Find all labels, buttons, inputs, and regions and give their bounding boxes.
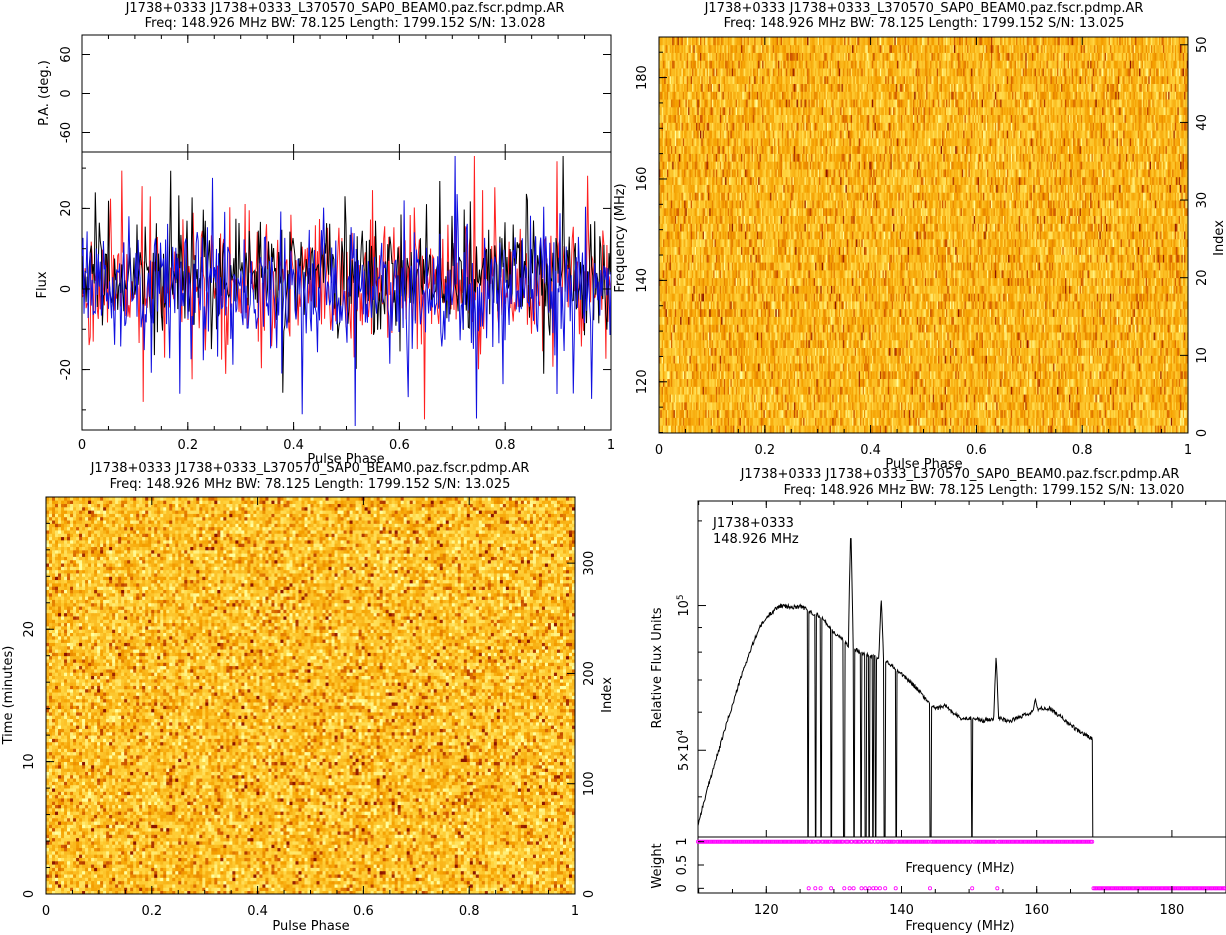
pa-y-tick-label: -60 (59, 122, 74, 143)
flux-y-tick-label: -20 (59, 359, 74, 380)
pa-y-tick-label: 0 (59, 89, 74, 97)
pa-axis-label: P.A. (deg.) (37, 60, 52, 126)
profile-panel: J1738+0333 J1738+0333_L370570_SAP0_BEAM0… (35, 1, 615, 467)
freq-phase-title-line2: Freq: 148.926 MHz BW: 78.125 Length: 179… (724, 16, 1125, 31)
freq-phase-panel: J1738+0333 J1738+0333_L370570_SAP0_BEAM0… (613, 1, 1226, 472)
freq-phase-heatmap (659, 37, 1188, 433)
profile-title-line1: J1738+0333 J1738+0333_L370570_SAP0_BEAM0… (125, 1, 565, 16)
profile-title-line2: Freq: 148.926 MHz BW: 78.125 Length: 179… (145, 16, 546, 31)
flux-axis-label: Flux (35, 271, 50, 298)
profile-x-tick-label: 0.4 (283, 438, 304, 453)
pa-y-tick-label: 60 (59, 46, 74, 63)
pa-plot-frame (82, 35, 611, 152)
freq-phase-title-line1: J1738+0333 J1738+0333_L370570_SAP0_BEAM0… (704, 1, 1144, 16)
flux-y-tick-label: 20 (59, 200, 74, 217)
profile-series-group (82, 156, 611, 426)
profile-x-tick-label: 0.2 (177, 438, 198, 453)
profile-x-tick-label: 0.8 (495, 438, 516, 453)
profile-x-tick-label: 1 (607, 438, 615, 453)
profile-x-tick-label: 0.6 (389, 438, 410, 453)
flux-y-tick-label: 0 (59, 285, 74, 293)
profile-x-tick-label: 0 (78, 438, 86, 453)
